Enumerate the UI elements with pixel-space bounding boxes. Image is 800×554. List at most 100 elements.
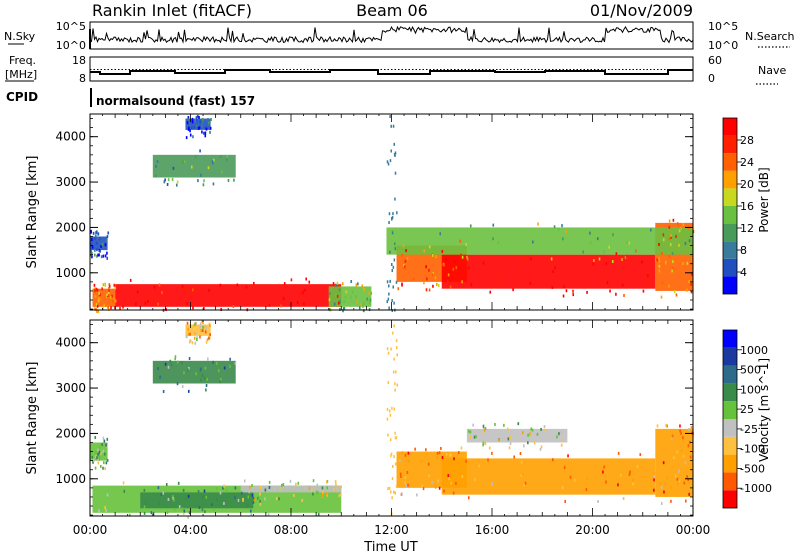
- echo-cell: [205, 495, 208, 499]
- echo-cell: [334, 480, 337, 484]
- echo-cell: [670, 436, 673, 440]
- echo-cell: [226, 155, 229, 159]
- echo-cell: [445, 258, 447, 262]
- echo-cell: [201, 329, 204, 333]
- echo-cell: [203, 306, 205, 310]
- echo-cell: [393, 301, 395, 305]
- echo-cell: [191, 326, 194, 330]
- echo-cell: [182, 488, 185, 492]
- echo-cell: [540, 445, 543, 449]
- echo-cell: [335, 483, 337, 487]
- nsearch-tick-bottom: 10^0: [708, 39, 738, 52]
- colorbar-swatch: [723, 330, 737, 348]
- echo-cell: [336, 281, 339, 285]
- echo-cell: [565, 289, 568, 293]
- x-tick-label: 00:00: [676, 523, 711, 537]
- echo-cell: [386, 347, 389, 351]
- echo-cell: [203, 131, 205, 135]
- echo-cell: [304, 487, 306, 491]
- echo-cell: [248, 485, 251, 489]
- echo-cell: [401, 253, 404, 257]
- echo-cell: [193, 336, 196, 340]
- echo-cell: [175, 183, 178, 187]
- echo-cell: [203, 489, 206, 493]
- echo-cell: [690, 426, 693, 430]
- echo-cell: [204, 126, 207, 130]
- echo-cell: [207, 357, 209, 361]
- echo-cell: [617, 451, 620, 455]
- echo-cell: [628, 472, 631, 476]
- echo-cell: [682, 436, 684, 440]
- echo-cell: [389, 438, 392, 442]
- echo-cell: [260, 486, 262, 490]
- echo-cell: [564, 499, 566, 503]
- echo-cell: [412, 277, 415, 281]
- echo-cell: [208, 288, 210, 292]
- echo-cell: [344, 295, 347, 299]
- echo-cell: [562, 294, 565, 298]
- echo-cell: [98, 253, 100, 257]
- echo-cell: [201, 320, 203, 324]
- echo-cell: [671, 434, 674, 438]
- echo-cell: [386, 280, 389, 284]
- echo-cell: [143, 511, 146, 515]
- echo-cell: [437, 283, 440, 287]
- colorbar-swatch: [723, 419, 737, 437]
- echo-cell: [400, 474, 402, 478]
- colorbar-tick-label: 24: [740, 156, 754, 169]
- echo-cell: [407, 451, 410, 455]
- echo-cell: [198, 115, 200, 119]
- echo-cell: [95, 307, 97, 311]
- echo-cell: [503, 423, 505, 427]
- echo-cell: [195, 116, 198, 120]
- echo-cell: [672, 260, 674, 264]
- echo-cell: [679, 429, 681, 433]
- echo-cell: [174, 357, 176, 361]
- echo-cell: [605, 261, 608, 265]
- echo-cell: [393, 357, 395, 361]
- echo-cell: [390, 124, 392, 128]
- echo-cell: [658, 269, 661, 273]
- echo-cell: [395, 436, 398, 440]
- echo-cell: [508, 446, 511, 450]
- echo-cell: [119, 306, 121, 310]
- echo-cell: [223, 501, 225, 505]
- echo-cell: [446, 483, 449, 487]
- echo-cell: [690, 290, 693, 294]
- echo-cell: [676, 477, 679, 481]
- echo-cell: [440, 446, 442, 450]
- echo-cell: [330, 287, 333, 291]
- echo-cell: [679, 424, 681, 428]
- echo-cell: [192, 306, 194, 310]
- echo-cell: [393, 258, 396, 262]
- echo-cell: [432, 284, 434, 288]
- echo-cell: [212, 158, 215, 162]
- echo-cell: [563, 285, 565, 289]
- y-tick-label: 1000: [55, 472, 86, 486]
- echo-cell: [187, 494, 190, 498]
- echo-cell: [401, 283, 403, 287]
- echo-cell: [103, 452, 106, 456]
- echo-cell: [428, 288, 431, 292]
- echo-cell: [189, 133, 192, 137]
- echo-cell: [441, 455, 444, 459]
- echo-cell: [333, 487, 335, 491]
- freq-tick-bottom: 8: [79, 72, 86, 85]
- echo-cell: [453, 457, 455, 461]
- echo-cell: [444, 478, 447, 482]
- echo-cell: [199, 335, 201, 339]
- echo-cell: [237, 498, 240, 502]
- echo-cell: [669, 243, 672, 247]
- echo-cell: [167, 365, 170, 369]
- echo-cell: [93, 307, 96, 311]
- echo-cell: [497, 282, 500, 286]
- echo-cell: [629, 470, 631, 474]
- cpid-label: CPID: [6, 90, 38, 104]
- echo-cell: [211, 160, 214, 164]
- echo-cell: [394, 382, 396, 386]
- echo-cell: [682, 262, 684, 266]
- echo-cell: [187, 389, 190, 393]
- echo-cell: [156, 160, 159, 164]
- echo-cell: [653, 488, 655, 492]
- nave-label: Nave: [758, 64, 786, 77]
